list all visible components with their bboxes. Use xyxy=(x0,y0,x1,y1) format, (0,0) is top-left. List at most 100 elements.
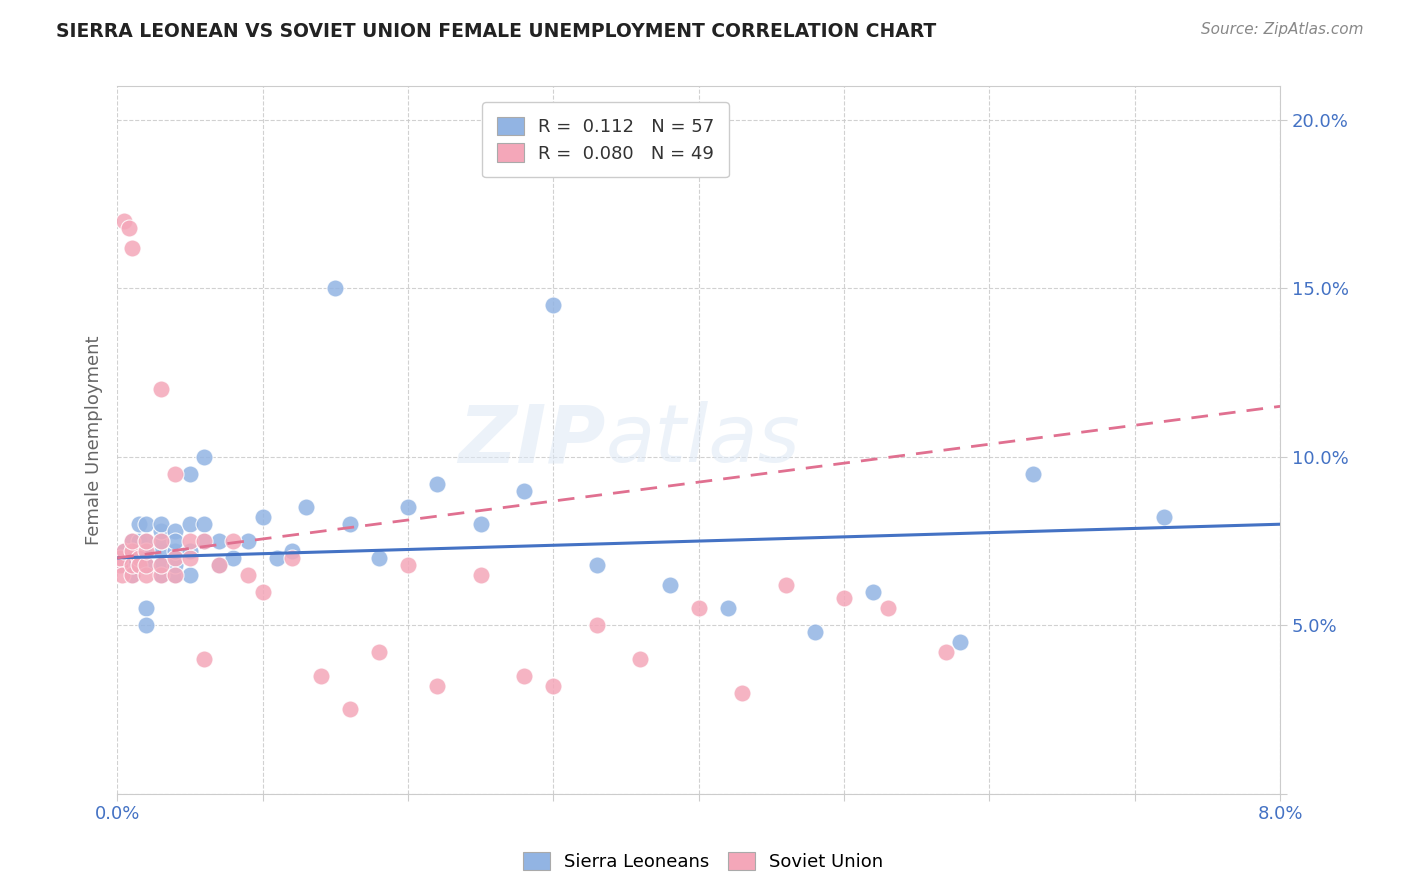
Point xyxy=(179,544,201,558)
Point xyxy=(280,544,302,558)
Point xyxy=(804,625,827,640)
Point xyxy=(149,544,172,558)
Point xyxy=(193,517,215,532)
Point xyxy=(149,534,172,549)
Legend: R =  0.112   N = 57, R =  0.080   N = 49: R = 0.112 N = 57, R = 0.080 N = 49 xyxy=(482,103,728,178)
Point xyxy=(149,558,172,572)
Point xyxy=(323,281,346,295)
Point xyxy=(128,558,150,572)
Point xyxy=(114,544,136,558)
Point xyxy=(149,534,172,549)
Point xyxy=(367,645,389,659)
Point xyxy=(149,567,172,582)
Point xyxy=(339,517,361,532)
Point xyxy=(658,578,681,592)
Point xyxy=(135,618,157,632)
Point xyxy=(149,383,172,397)
Point xyxy=(108,558,131,572)
Point xyxy=(121,558,143,572)
Point xyxy=(252,510,274,524)
Point xyxy=(135,534,157,549)
Point xyxy=(165,550,187,565)
Point xyxy=(114,558,136,572)
Point xyxy=(135,534,157,549)
Point xyxy=(630,652,652,666)
Point xyxy=(1022,467,1045,481)
Point xyxy=(949,635,972,649)
Point xyxy=(309,669,332,683)
Point xyxy=(541,679,564,693)
Point xyxy=(1153,510,1175,524)
Point xyxy=(121,544,143,558)
Point xyxy=(179,567,201,582)
Point xyxy=(179,467,201,481)
Point xyxy=(222,550,245,565)
Point xyxy=(513,669,536,683)
Point xyxy=(688,601,710,615)
Point xyxy=(128,550,150,565)
Point xyxy=(513,483,536,498)
Point xyxy=(252,584,274,599)
Point xyxy=(135,567,157,582)
Point xyxy=(586,618,609,632)
Point xyxy=(862,584,884,599)
Point xyxy=(121,567,143,582)
Point xyxy=(114,544,136,558)
Point xyxy=(128,534,150,549)
Point xyxy=(280,550,302,565)
Point xyxy=(165,467,187,481)
Point xyxy=(128,550,150,565)
Point xyxy=(193,652,215,666)
Point xyxy=(128,558,150,572)
Point xyxy=(121,567,143,582)
Point xyxy=(165,544,187,558)
Point xyxy=(135,558,157,572)
Point xyxy=(135,544,157,558)
Point xyxy=(470,517,492,532)
Point xyxy=(165,567,187,582)
Point xyxy=(135,544,157,558)
Point xyxy=(165,558,187,572)
Point xyxy=(266,550,288,565)
Point xyxy=(121,534,143,549)
Point xyxy=(586,558,609,572)
Point xyxy=(121,534,143,549)
Point xyxy=(367,550,389,565)
Point xyxy=(717,601,740,615)
Point xyxy=(135,517,157,532)
Point xyxy=(165,534,187,549)
Point xyxy=(121,550,143,565)
Point xyxy=(121,241,143,255)
Point xyxy=(179,517,201,532)
Point xyxy=(193,534,215,549)
Point xyxy=(149,517,172,532)
Point xyxy=(179,534,201,549)
Point xyxy=(128,517,150,532)
Point xyxy=(935,645,957,659)
Point xyxy=(110,567,132,582)
Point xyxy=(470,567,492,582)
Text: SIERRA LEONEAN VS SOVIET UNION FEMALE UNEMPLOYMENT CORRELATION CHART: SIERRA LEONEAN VS SOVIET UNION FEMALE UN… xyxy=(56,22,936,41)
Point xyxy=(165,524,187,538)
Point xyxy=(396,500,419,515)
Point xyxy=(149,558,172,572)
Point xyxy=(208,558,231,572)
Point xyxy=(832,591,855,606)
Point xyxy=(236,534,259,549)
Point xyxy=(295,500,318,515)
Point xyxy=(149,567,172,582)
Point xyxy=(118,220,141,235)
Point xyxy=(236,567,259,582)
Point xyxy=(135,558,157,572)
Point xyxy=(775,578,797,592)
Y-axis label: Female Unemployment: Female Unemployment xyxy=(86,335,103,545)
Point xyxy=(396,558,419,572)
Point xyxy=(426,476,449,491)
Point xyxy=(165,567,187,582)
Point xyxy=(149,524,172,538)
Point xyxy=(541,298,564,312)
Legend: Sierra Leoneans, Soviet Union: Sierra Leoneans, Soviet Union xyxy=(516,845,890,879)
Point xyxy=(179,550,201,565)
Text: Source: ZipAtlas.com: Source: ZipAtlas.com xyxy=(1201,22,1364,37)
Point xyxy=(208,558,231,572)
